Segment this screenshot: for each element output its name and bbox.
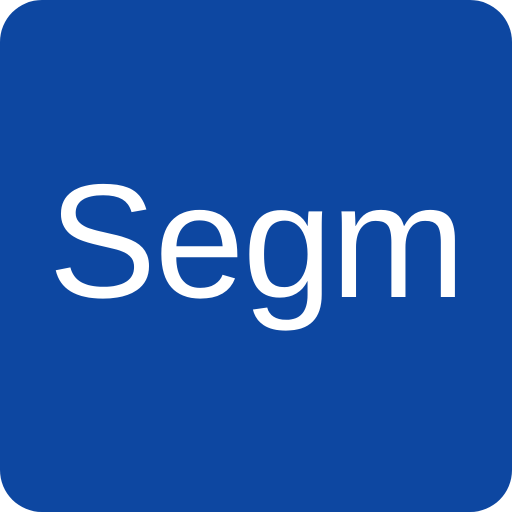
app-icon-label: Segm: [48, 151, 465, 332]
